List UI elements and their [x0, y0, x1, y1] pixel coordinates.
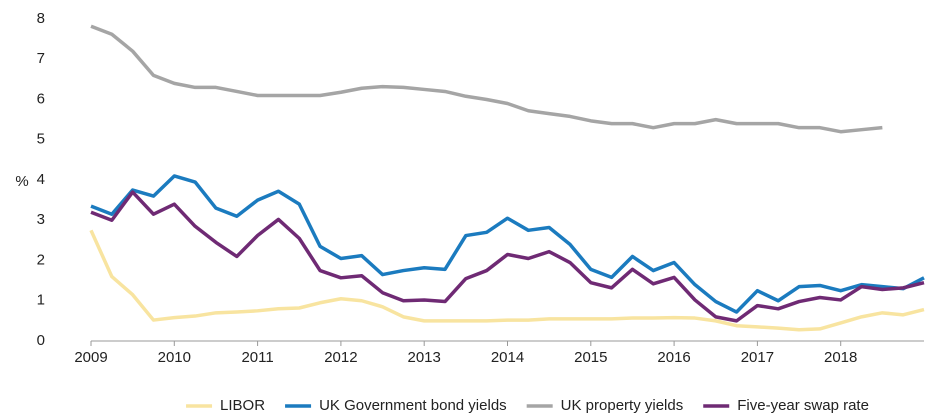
- y-tick-label: 0: [37, 332, 45, 349]
- x-tick-label: 2010: [158, 349, 191, 366]
- legend-label: Five-year swap rate: [737, 397, 869, 414]
- series-line: [90, 24, 883, 134]
- x-tick-label: 2011: [241, 349, 273, 366]
- y-tick-label: 7: [37, 50, 45, 67]
- series-line: [89, 229, 925, 332]
- y-tick-label: 2: [37, 251, 45, 268]
- legend-label: UK Government bond yields: [319, 397, 507, 414]
- y-axis-label: %: [15, 173, 28, 190]
- x-tick-label: 2017: [741, 349, 774, 366]
- y-tick-label: 5: [37, 131, 45, 148]
- x-tick-label: 2016: [657, 349, 690, 366]
- x-tick-label: 2009: [74, 349, 107, 366]
- series-line: [90, 174, 925, 314]
- y-tick-label: 8: [37, 10, 45, 27]
- y-tick-label: 3: [37, 211, 45, 228]
- x-tick-label: 2013: [408, 349, 441, 366]
- y-tick-label: 6: [37, 90, 45, 107]
- y-tick-label: 4: [37, 171, 45, 188]
- legend-label: UK property yields: [561, 397, 684, 414]
- legend-label: LIBOR: [220, 397, 265, 414]
- x-tick-label: 2014: [491, 349, 524, 366]
- x-tick-label: 2012: [324, 349, 357, 366]
- y-tick-label: 1: [37, 292, 45, 309]
- x-tick-label: 2018: [824, 349, 857, 366]
- x-tick-label: 2015: [574, 349, 607, 366]
- series-line: [90, 190, 925, 323]
